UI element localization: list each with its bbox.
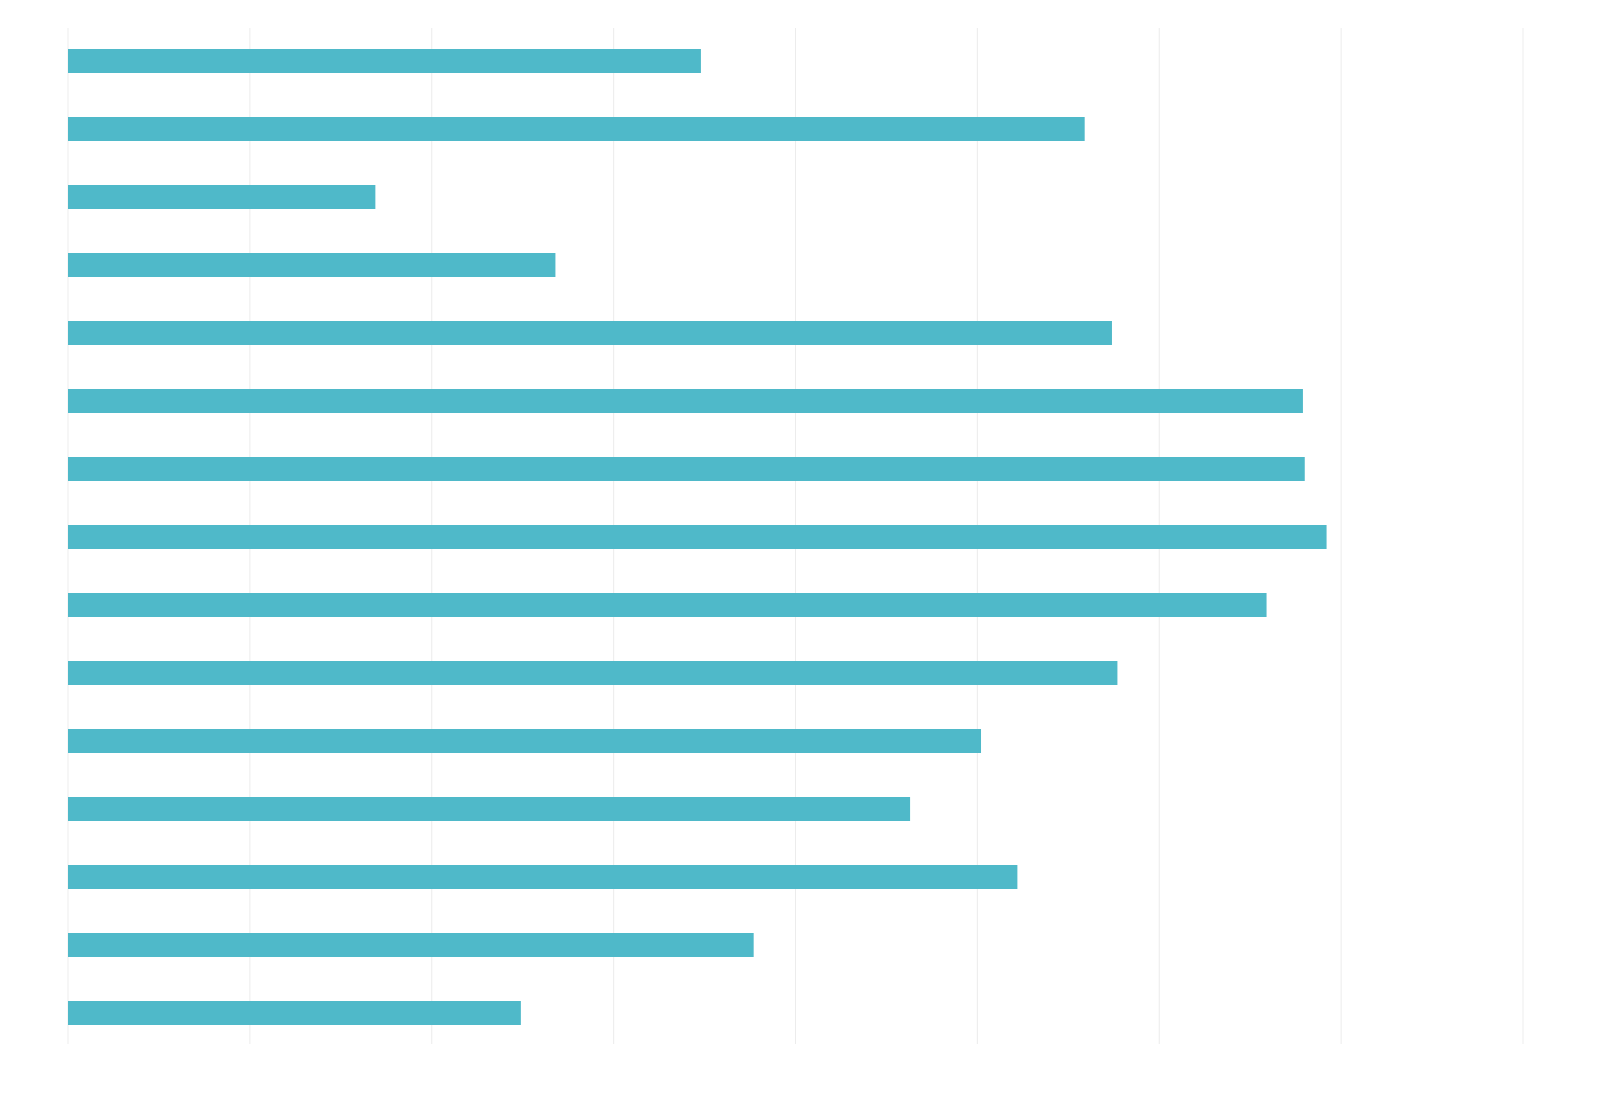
bar-6 [68, 389, 1303, 413]
bar-2 [68, 117, 1085, 141]
bar-5 [68, 321, 1112, 345]
bars [68, 49, 1327, 1025]
bar-15 [68, 1001, 521, 1025]
bar-9 [68, 593, 1267, 617]
bar-1 [68, 49, 701, 73]
bar-11 [68, 729, 982, 753]
bar-10 [68, 661, 1118, 685]
bar-8 [68, 525, 1327, 549]
bar-12 [68, 797, 911, 821]
bar-14 [68, 933, 754, 957]
bar-4 [68, 253, 556, 277]
bar-3 [68, 185, 376, 209]
bar-13 [68, 865, 1018, 889]
bar-7 [68, 457, 1305, 481]
